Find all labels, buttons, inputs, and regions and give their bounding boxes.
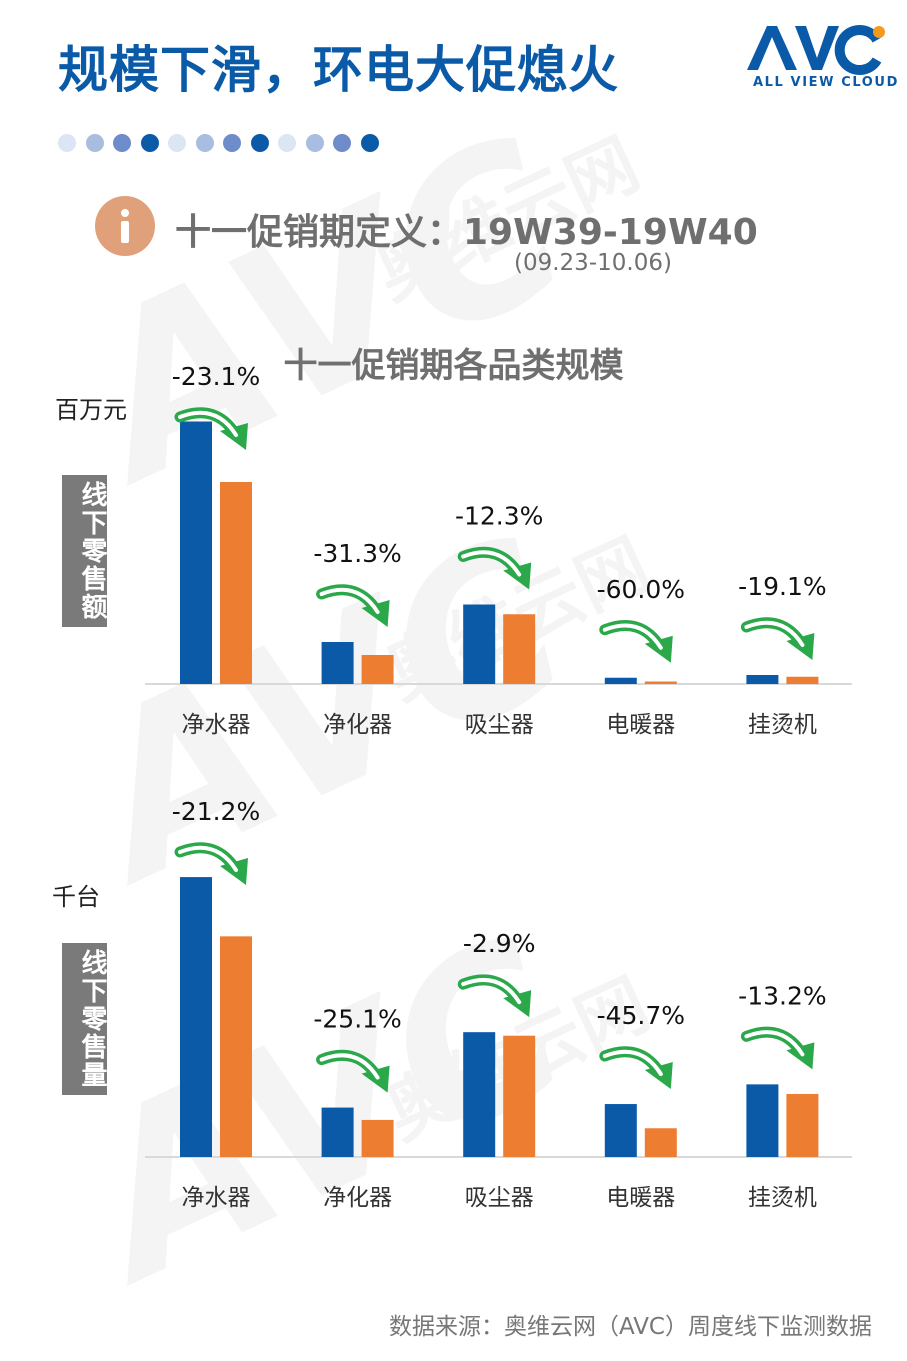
change-label: -12.3% bbox=[455, 502, 543, 531]
decline-arrow-head bbox=[361, 600, 390, 627]
bar bbox=[604, 677, 637, 684]
decorative-dot bbox=[85, 134, 104, 152]
decline-arrow-icon bbox=[316, 1049, 390, 1093]
category-label: 净化器 bbox=[323, 712, 392, 738]
category-label: 挂烫机 bbox=[748, 712, 817, 738]
change-label: -19.1% bbox=[738, 572, 826, 601]
sales-bar-chart: 净水器 -23.1% 净化器 -31.3% 吸尘器 -12.3% 电暖器 -60.0% 挂烫机 -… bbox=[145, 365, 852, 738]
decorative-dot bbox=[195, 134, 214, 152]
category-label: 挂烫机 bbox=[748, 1185, 817, 1211]
decline-arrow-head bbox=[786, 633, 815, 660]
bar bbox=[644, 681, 677, 684]
decline-arrow-highlight bbox=[602, 623, 663, 650]
category-label: 吸尘器 bbox=[465, 1185, 534, 1211]
decline-arrow-icon bbox=[740, 617, 815, 660]
decline-arrow-highlight bbox=[178, 410, 238, 437]
bar bbox=[321, 642, 354, 684]
decline-arrow-highlight bbox=[319, 1053, 380, 1080]
bar bbox=[746, 1084, 779, 1157]
chart-title: 十一促销期各品类规模 bbox=[283, 346, 624, 386]
change-label: -45.7% bbox=[597, 1001, 685, 1030]
category-label: 电暖器 bbox=[606, 1185, 675, 1211]
promo-date-range: (09.23-10.06) bbox=[514, 250, 672, 276]
decline-arrow-head bbox=[503, 562, 532, 590]
decorative-dot bbox=[140, 134, 159, 152]
decline-arrow-icon bbox=[174, 407, 248, 450]
decline-arrow-head bbox=[786, 1042, 815, 1070]
decorative-dot bbox=[223, 134, 241, 152]
decorative-dot bbox=[168, 134, 186, 152]
change-label: -23.1% bbox=[172, 365, 260, 391]
category-label: 吸尘器 bbox=[465, 712, 534, 738]
change-label: -25.1% bbox=[313, 1005, 401, 1034]
bar bbox=[503, 1035, 536, 1157]
change-label: -2.9% bbox=[463, 929, 536, 958]
bar bbox=[786, 676, 819, 684]
bar bbox=[503, 614, 536, 684]
decorative-dot bbox=[113, 134, 131, 152]
decline-arrow-icon bbox=[457, 974, 532, 1018]
logo-text: ALL VIEW CLOUD bbox=[753, 75, 899, 90]
category-label: 电暖器 bbox=[606, 712, 675, 738]
decline-arrow-highlight bbox=[744, 620, 805, 647]
decline-arrow-highlight bbox=[602, 1049, 663, 1077]
promo-definition: 十一促销期定义：19W39-19W40 bbox=[175, 212, 758, 253]
decline-arrow-icon bbox=[174, 842, 248, 885]
decorative-dot bbox=[58, 134, 76, 152]
decline-arrow-head bbox=[644, 635, 673, 663]
bar bbox=[220, 936, 252, 1157]
decline-arrow-head bbox=[220, 423, 248, 450]
unit-label-sales: 百万元 bbox=[55, 396, 127, 424]
bar bbox=[180, 421, 212, 684]
unit-label-volume: 千台 bbox=[52, 883, 100, 911]
bar bbox=[220, 482, 252, 684]
decline-arrow-highlight bbox=[319, 587, 380, 614]
decline-arrow-highlight bbox=[744, 1030, 805, 1057]
decline-arrow-head bbox=[220, 858, 248, 885]
bar bbox=[786, 1093, 819, 1157]
decorative-dot bbox=[305, 134, 324, 152]
decline-arrow-highlight bbox=[178, 845, 238, 872]
info-icon bbox=[95, 196, 155, 256]
category-label: 净水器 bbox=[182, 1185, 251, 1211]
page-title: 规模下滑，环电大促熄火 bbox=[58, 41, 619, 99]
decline-arrow-highlight bbox=[461, 977, 522, 1005]
bar bbox=[321, 1107, 354, 1157]
decorative-dot bbox=[360, 134, 379, 152]
bar bbox=[644, 1128, 677, 1157]
decline-arrow-icon bbox=[599, 1046, 673, 1090]
decline-arrow-head bbox=[361, 1065, 390, 1093]
side-label-sales: 线下零售额 bbox=[62, 475, 107, 627]
data-source-note: 数据来源：奥维云网（AVC）周度线下监测数据 bbox=[388, 1314, 872, 1340]
decline-arrow-head bbox=[644, 1062, 673, 1090]
decorative-dot bbox=[333, 134, 351, 152]
change-label: -21.2% bbox=[172, 800, 260, 826]
decline-arrow-icon bbox=[457, 546, 532, 590]
side-label-volume: 线下零售量 bbox=[62, 943, 107, 1095]
decline-arrow-icon bbox=[599, 620, 673, 663]
change-label: -13.2% bbox=[738, 981, 826, 1010]
bar bbox=[361, 655, 394, 684]
decorative-dot bbox=[250, 134, 269, 152]
change-label: -31.3% bbox=[313, 539, 401, 568]
decline-arrow-icon bbox=[740, 1026, 815, 1070]
info-glyph bbox=[121, 209, 129, 243]
bar bbox=[180, 877, 212, 1157]
decline-arrow-highlight bbox=[461, 550, 522, 577]
decorative-dot bbox=[278, 134, 296, 152]
bar bbox=[463, 1032, 496, 1157]
bar bbox=[361, 1119, 394, 1157]
bar bbox=[463, 604, 496, 684]
bar bbox=[604, 1104, 637, 1157]
avc-logo: ALL VIEW CLOUD bbox=[745, 20, 897, 100]
bar bbox=[746, 675, 779, 684]
category-label: 净水器 bbox=[182, 712, 251, 738]
decline-arrow-head bbox=[503, 990, 532, 1018]
change-label: -60.0% bbox=[597, 575, 685, 604]
avc-logo-mark bbox=[747, 25, 885, 75]
category-label: 净化器 bbox=[323, 1185, 392, 1211]
volume-bar-chart: 净水器 -21.2% 净化器 -25.1% 吸尘器 -2.9% 电暖器 -45.7% 挂烫机 -1… bbox=[145, 800, 852, 1211]
decline-arrow-icon bbox=[316, 584, 390, 627]
